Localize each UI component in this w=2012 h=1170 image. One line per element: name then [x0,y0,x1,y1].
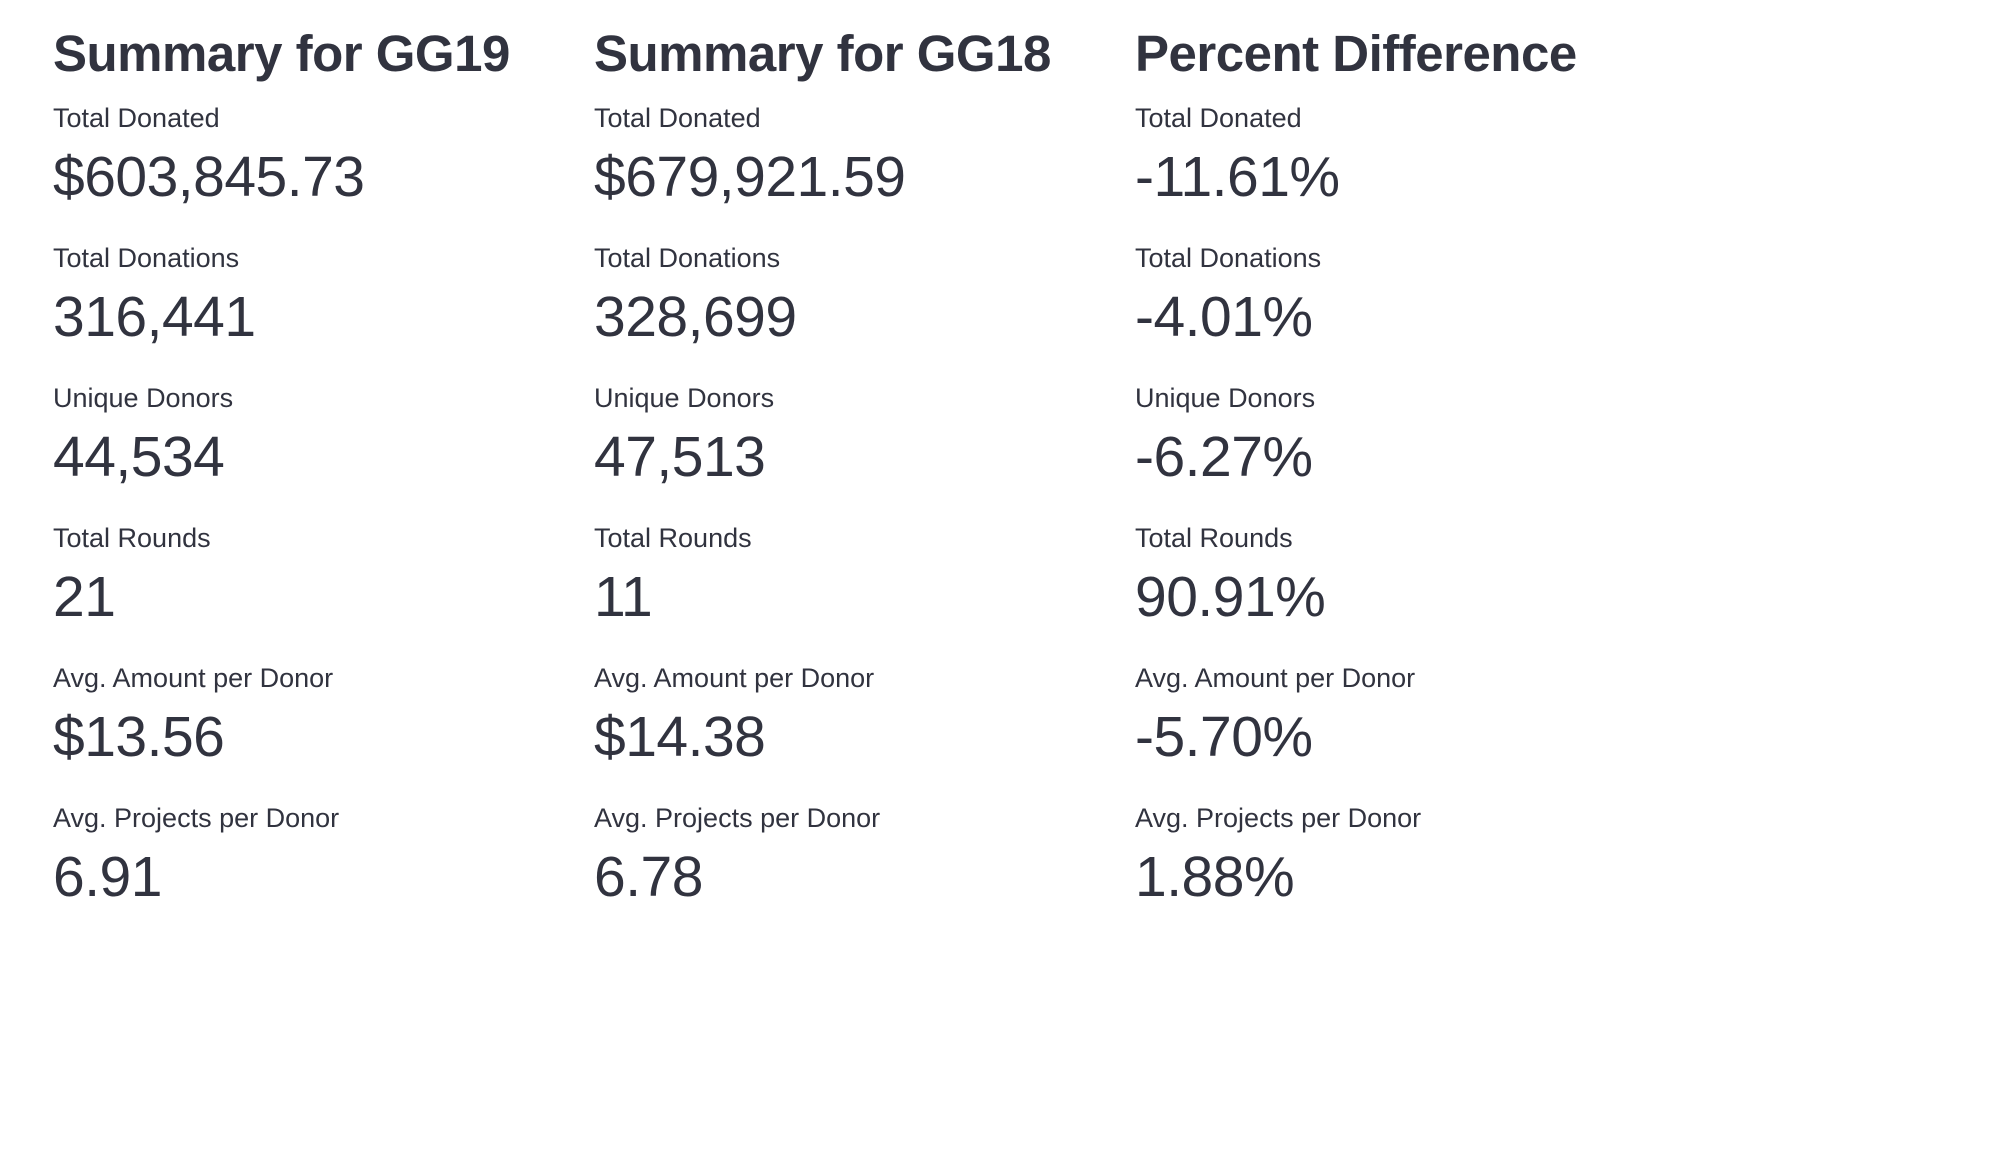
stat-label: Avg. Amount per Donor [1135,663,1416,693]
summary-column-percent-difference: Percent Difference Total Donated -11.61%… [1135,0,1676,942]
stat-unique-donors: Unique Donors 44,534 [53,382,594,493]
summary-column-gg18: Summary for GG18 Total Donated $679,921.… [594,0,1135,942]
stat-total-donations: Total Donations 328,699 [594,242,1135,353]
stat-value: 47,513 [594,425,766,489]
stat-value: 1.88% [1135,845,1295,909]
stat-label: Avg. Projects per Donor [594,803,881,833]
stat-value: 90.91% [1135,565,1326,629]
stat-total-donations: Total Donations 316,441 [53,242,594,353]
stat-total-rounds: Total Rounds 11 [594,522,1135,633]
stat-total-donated: Total Donated $679,921.59 [594,102,1135,213]
stat-label: Avg. Projects per Donor [53,803,340,833]
stat-label: Unique Donors [53,383,234,413]
stat-label: Total Rounds [53,523,211,553]
stat-label: Unique Donors [594,383,775,413]
stat-label: Total Rounds [1135,523,1293,553]
stat-avg-amount-per-donor: Avg. Amount per Donor $13.56 [53,662,594,773]
stat-label: Total Donations [594,243,781,273]
stat-avg-amount-per-donor: Avg. Amount per Donor -5.70% [1135,662,1676,773]
stat-total-donated: Total Donated $603,845.73 [53,102,594,213]
stat-value: 6.78 [594,845,703,909]
stat-value: -11.61% [1135,145,1340,209]
stat-avg-amount-per-donor: Avg. Amount per Donor $14.38 [594,662,1135,773]
stat-total-donated: Total Donated -11.61% [1135,102,1676,213]
stat-label: Total Donations [1135,243,1322,273]
stat-value: 21 [53,565,116,629]
summary-column-gg19: Summary for GG19 Total Donated $603,845.… [53,0,594,942]
stat-value: $13.56 [53,705,225,769]
stat-value: -5.70% [1135,705,1313,769]
stat-total-rounds: Total Rounds 21 [53,522,594,633]
stat-value: $14.38 [594,705,766,769]
stat-label: Avg. Amount per Donor [594,663,875,693]
summary-grid: Summary for GG19 Total Donated $603,845.… [53,0,1676,942]
column-title: Percent Difference [1135,25,1577,82]
stat-label: Total Rounds [594,523,752,553]
stat-value: 6.91 [53,845,162,909]
stat-value: -6.27% [1135,425,1313,489]
stat-value: 44,534 [53,425,225,489]
stat-unique-donors: Unique Donors 47,513 [594,382,1135,493]
stat-label: Total Donations [53,243,240,273]
stat-value: $603,845.73 [53,145,365,209]
column-title: Summary for GG18 [594,25,1051,82]
stat-value: 328,699 [594,285,797,349]
stat-avg-projects-per-donor: Avg. Projects per Donor 6.91 [53,802,594,913]
stat-label: Avg. Amount per Donor [53,663,334,693]
stat-label: Avg. Projects per Donor [1135,803,1422,833]
stat-value: $679,921.59 [594,145,906,209]
stat-total-donations: Total Donations -4.01% [1135,242,1676,353]
stat-avg-projects-per-donor: Avg. Projects per Donor 1.88% [1135,802,1676,913]
stat-value: 11 [594,565,653,629]
stat-total-rounds: Total Rounds 90.91% [1135,522,1676,633]
stat-value: 316,441 [53,285,256,349]
column-title: Summary for GG19 [53,25,510,82]
stat-label: Total Donated [1135,103,1302,133]
stat-avg-projects-per-donor: Avg. Projects per Donor 6.78 [594,802,1135,913]
stat-value: -4.01% [1135,285,1313,349]
stat-unique-donors: Unique Donors -6.27% [1135,382,1676,493]
stat-label: Unique Donors [1135,383,1316,413]
stat-label: Total Donated [594,103,761,133]
stat-label: Total Donated [53,103,220,133]
